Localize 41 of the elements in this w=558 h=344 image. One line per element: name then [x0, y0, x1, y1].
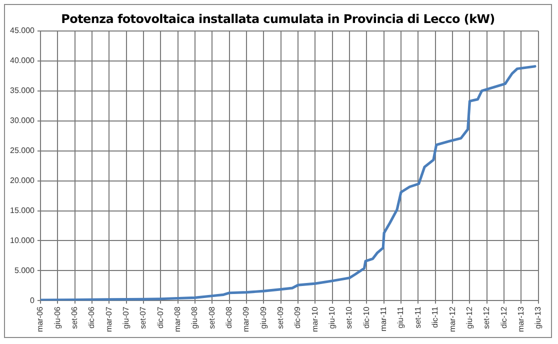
x-tick-label: set-10 — [344, 306, 354, 329]
x-tick-label: dic-07 — [156, 306, 165, 328]
x-tick-label: giu-12 — [464, 306, 474, 329]
y-tick-label: 10.000 — [10, 236, 36, 245]
x-tick-label: set-12 — [482, 306, 492, 329]
x-tick-label: giu-13 — [534, 306, 543, 329]
y-tick-label: 40.000 — [10, 56, 36, 66]
x-tick-label: giu-10 — [328, 306, 337, 329]
x-tick-label: giu-11 — [396, 306, 406, 328]
x-tick-label: giu-07 — [122, 306, 131, 329]
x-tick-label: set-08 — [207, 306, 216, 329]
x-tick-label: dic-11 — [430, 306, 440, 328]
x-tick-label: mar-10 — [310, 306, 320, 332]
x-tick-label: mar-13 — [516, 306, 526, 332]
x-tick-label: giu-08 — [190, 306, 200, 329]
x-tick-label: giu-06 — [52, 306, 62, 329]
y-tick-label: 35.000 — [10, 86, 36, 96]
x-tick-label: dic-09 — [293, 306, 302, 328]
x-tick-label: dic-08 — [224, 306, 234, 328]
y-tick-label: 45.000 — [10, 26, 36, 36]
y-tick-label: 25.000 — [10, 146, 36, 156]
x-tick-label: set-06 — [70, 306, 80, 329]
x-tick-label: mar-08 — [173, 306, 182, 332]
x-tick-label: giu-09 — [258, 306, 268, 329]
x-tick-label: set-09 — [276, 306, 286, 329]
x-tick-label: dic-12 — [499, 306, 508, 328]
y-tick-label: 5.000 — [14, 266, 36, 275]
x-tick-label: mar-07 — [104, 306, 114, 332]
y-tick-label: 15.000 — [10, 206, 36, 215]
x-tick-label: mar-11 — [379, 306, 388, 332]
x-tick-label: set-11 — [413, 306, 422, 328]
x-tick-label: mar-09 — [242, 306, 251, 332]
x-tick-label: dic-06 — [87, 306, 96, 328]
chart-title: Potenza fotovoltaica installata cumulata in Provincia di Lecco (kW) — [60, 12, 496, 26]
x-tick-label: mar-06 — [36, 306, 45, 332]
x-tick-label: mar-12 — [448, 306, 457, 332]
y-tick-label: 30.000 — [10, 116, 36, 126]
y-tick-label: 0 — [30, 296, 36, 305]
x-tick-label: dic-10 — [362, 306, 371, 328]
x-tick-label: set-07 — [138, 306, 148, 329]
y-tick-label: 20.000 — [10, 176, 36, 186]
